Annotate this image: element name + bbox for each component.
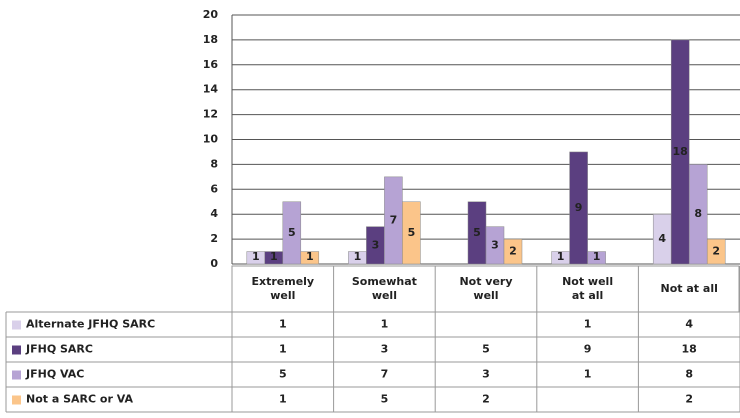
table-value: 5 bbox=[279, 368, 287, 381]
table-value: 18 bbox=[682, 343, 697, 356]
data-label: 5 bbox=[408, 226, 416, 239]
y-tick-label: 12 bbox=[203, 108, 218, 121]
bar bbox=[503, 238, 523, 265]
data-label: 7 bbox=[390, 213, 398, 226]
data-label: 1 bbox=[306, 250, 314, 263]
legend-swatch bbox=[12, 395, 21, 405]
data-label: 1 bbox=[252, 250, 260, 263]
y-tick-label: 18 bbox=[203, 33, 218, 46]
table-value: 2 bbox=[482, 393, 490, 406]
legend-label: Not a SARC or VA bbox=[26, 393, 133, 406]
table-value: 9 bbox=[584, 343, 592, 356]
y-tick-label: 2 bbox=[210, 232, 218, 245]
table-value: 8 bbox=[685, 368, 693, 381]
table-value: 1 bbox=[584, 368, 592, 381]
y-tick-label: 14 bbox=[203, 83, 219, 96]
data-label: 8 bbox=[694, 207, 702, 220]
data-label: 5 bbox=[473, 226, 481, 239]
x-tick-label: Extremely well bbox=[251, 275, 314, 302]
bar bbox=[706, 238, 726, 265]
data-label: 1 bbox=[354, 250, 362, 263]
data-label: 3 bbox=[491, 238, 499, 251]
y-tick-label: 10 bbox=[203, 133, 219, 146]
x-tick-label: Not well at all bbox=[562, 275, 613, 302]
y-tick-label: 8 bbox=[210, 157, 218, 170]
bar bbox=[670, 39, 690, 265]
legend-label: JFHQ VAC bbox=[25, 368, 84, 381]
table-value: 4 bbox=[685, 318, 693, 331]
y-tick-label: 6 bbox=[210, 182, 218, 195]
y-tick-label: 16 bbox=[203, 58, 219, 71]
bar bbox=[587, 251, 606, 265]
legend-swatch bbox=[12, 370, 21, 380]
table-value: 5 bbox=[381, 393, 389, 406]
y-tick-label: 4 bbox=[210, 207, 218, 220]
table-value: 1 bbox=[279, 393, 287, 406]
legend-label: JFHQ SARC bbox=[25, 343, 93, 356]
y-tick-label: 0 bbox=[210, 257, 218, 270]
bar bbox=[282, 201, 302, 265]
data-label: 4 bbox=[658, 232, 666, 245]
data-label: 1 bbox=[557, 250, 565, 263]
table-value: 1 bbox=[584, 318, 592, 331]
data-label: 1 bbox=[270, 250, 278, 263]
bar bbox=[569, 151, 588, 265]
data-label: 2 bbox=[509, 245, 517, 258]
data-label: 9 bbox=[575, 201, 583, 214]
y-tick-label: 20 bbox=[203, 8, 219, 21]
table-value: 7 bbox=[381, 368, 389, 381]
table-value: 3 bbox=[381, 343, 389, 356]
data-label: 5 bbox=[288, 226, 296, 239]
legend-label: Alternate JFHQ SARC bbox=[26, 318, 155, 331]
legend-swatch bbox=[12, 320, 21, 330]
data-label: 3 bbox=[372, 238, 380, 251]
x-tick-label: Not very well bbox=[459, 275, 512, 302]
x-tick-label: Not at all bbox=[661, 282, 718, 295]
data-label: 2 bbox=[712, 245, 720, 258]
bar bbox=[402, 201, 421, 265]
table-value: 1 bbox=[279, 318, 287, 331]
x-tick-label: Somewhat well bbox=[352, 275, 417, 302]
data-label: 18 bbox=[673, 145, 688, 158]
table-value: 5 bbox=[482, 343, 490, 356]
legend-swatch bbox=[12, 345, 21, 355]
table-value: 3 bbox=[482, 368, 490, 381]
data-label: 1 bbox=[593, 250, 601, 263]
table-value: 1 bbox=[381, 318, 389, 331]
bar bbox=[688, 164, 708, 265]
table-value: 2 bbox=[685, 393, 693, 406]
bar bbox=[300, 251, 320, 265]
table-value: 1 bbox=[279, 343, 287, 356]
